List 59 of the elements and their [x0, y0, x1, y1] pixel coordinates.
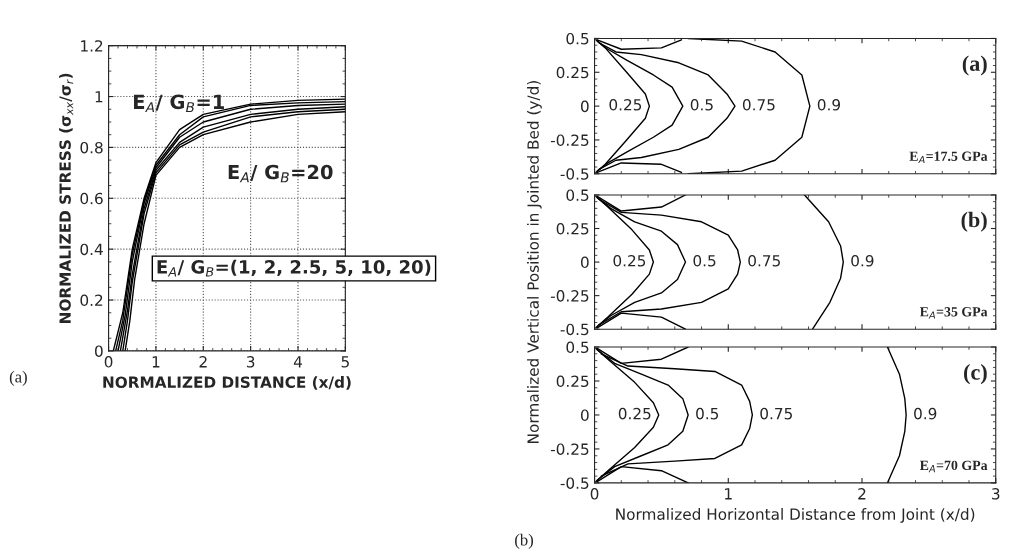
annotation: (a) — [962, 55, 987, 76]
y-tick-label: -0.25 — [550, 443, 589, 455]
series-label: 0.75 — [742, 98, 775, 111]
annotation: E$_{A}$=70 GPa — [919, 460, 988, 473]
y-tick-label: -0.25 — [550, 290, 589, 302]
y-tick-label: 0 — [95, 345, 103, 357]
y-tick-label: 0 — [580, 256, 589, 269]
series-label: 0.5 — [693, 254, 716, 267]
y-tick-label: 0 — [580, 100, 589, 113]
series-label: 0.5 — [696, 407, 719, 420]
y-tick-label: 0.5 — [566, 341, 589, 354]
y-axis-title: NORMALIZED STRESS (σ$_{xx}$/σ$_{r}$) — [59, 73, 74, 323]
x-axis-title: NORMALIZED DISTANCE (x/d) — [103, 376, 351, 390]
x-tick-label: 2 — [199, 356, 207, 368]
annotation: E$_{A}$/ G$_{B}$=1 — [134, 94, 224, 113]
annotation: E$_{A}$=17.5 GPa — [909, 151, 988, 164]
y-tick-label: -0.5 — [560, 477, 589, 489]
x-tick-label: 5 — [341, 356, 349, 368]
y-tick-label: 0.6 — [80, 192, 103, 205]
y-tick-label: 1.2 — [81, 40, 103, 52]
series-label: 0.25 — [613, 254, 646, 267]
x-tick-label: 3 — [992, 488, 1000, 500]
series-label: 0.9 — [914, 407, 937, 420]
series-label: 0.9 — [851, 254, 874, 267]
x-tick-label: 4 — [293, 356, 302, 368]
annotation: E$_{A}$=35 GPa — [919, 307, 988, 319]
y-axis-title: Normalized Vertical Position in Jointed Bed (y/d) — [527, 81, 542, 443]
annotation: E$_{A}$/ G$_{B}$=(1, 2, 2.5, 5, 10, 20) — [157, 259, 431, 277]
series-label: 0.25 — [618, 407, 651, 420]
text: (a) — [9, 370, 27, 386]
series-label: 0.25 — [609, 98, 642, 111]
y-tick-label: 0.5 — [566, 32, 589, 45]
y-tick-label: -0.5 — [560, 168, 589, 180]
y-tick-label: 0.25 — [556, 222, 589, 235]
y-tick-label: -0.5 — [560, 323, 589, 336]
x-axis-title: Normalized Horizontal Distance from Joint (x/d) — [616, 508, 975, 523]
y-tick-label: 0.25 — [556, 375, 589, 388]
series-label: 0.75 — [760, 407, 792, 420]
annotation: E$_{A}$/ G$_{B}$=20 — [228, 164, 333, 183]
y-tick-label: 0.8 — [80, 141, 103, 154]
x-tick-label: 0 — [104, 356, 113, 368]
x-tick-label: 0 — [590, 488, 599, 500]
y-tick-label: 0 — [580, 409, 589, 421]
y-tick-label: 0.2 — [80, 294, 103, 307]
y-tick-label: 0.5 — [566, 189, 589, 201]
y-tick-label: 1 — [95, 91, 103, 103]
annotation: (b) — [961, 211, 987, 232]
x-tick-label: 3 — [246, 356, 255, 368]
annotation: (c) — [964, 364, 987, 385]
series-label: 0.75 — [748, 254, 780, 267]
x-tick-label: 1 — [152, 356, 160, 368]
series-label: 0.5 — [690, 98, 713, 111]
y-tick-label: -0.25 — [550, 134, 589, 146]
y-tick-label: 0.4 — [80, 243, 103, 256]
text: (b) — [515, 533, 534, 549]
x-tick-label: 1 — [725, 488, 732, 500]
x-tick-label: 2 — [858, 488, 866, 500]
series-label: 0.9 — [817, 98, 841, 111]
y-tick-label: 0.25 — [556, 66, 589, 79]
